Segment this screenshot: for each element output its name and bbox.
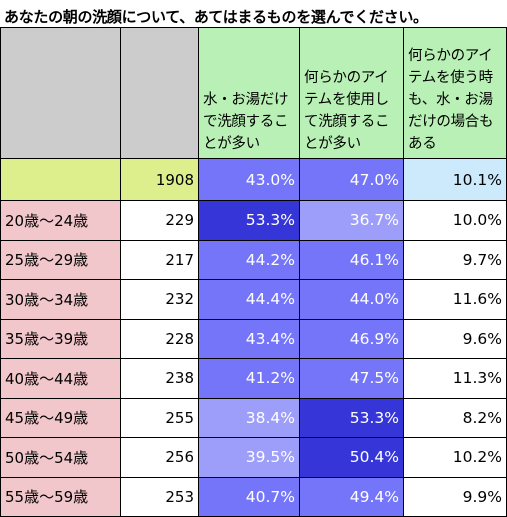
row-water: 39.5% (198, 437, 300, 478)
row-n: 217 (120, 239, 199, 280)
table-row: 35歳〜39歳 228 43.4% 46.9% 9.6% (0, 318, 507, 359)
row-label: 50歳〜54歳 (0, 437, 121, 478)
header-item-use: 何らかのアイテムを使用して洗顔することが多い (299, 27, 404, 159)
row-n: 255 (120, 397, 199, 438)
row-water: 40.7% (198, 476, 300, 517)
header-blank-n (120, 27, 199, 159)
total-both: 10.1% (403, 158, 507, 201)
row-both: 8.2% (403, 397, 507, 438)
survey-table: 水・お湯だけで洗顔することが多い 何らかのアイテムを使用して洗顔することが多い … (0, 27, 507, 517)
row-item: 44.0% (299, 279, 404, 320)
row-both: 10.0% (403, 200, 507, 241)
row-item: 47.5% (299, 358, 404, 399)
table-row: 50歳〜54歳 256 39.5% 50.4% 10.2% (0, 437, 507, 478)
row-water: 38.4% (198, 397, 300, 438)
header-row: 水・お湯だけで洗顔することが多い 何らかのアイテムを使用して洗顔することが多い … (0, 27, 507, 159)
row-item: 49.4% (299, 476, 404, 517)
row-n: 238 (120, 358, 199, 399)
total-item: 47.0% (299, 158, 404, 201)
row-label: 55歳〜59歳 (0, 476, 121, 517)
row-label: 20歳〜24歳 (0, 200, 121, 241)
row-n: 229 (120, 200, 199, 241)
row-water: 53.3% (198, 200, 300, 241)
row-label: 35歳〜39歳 (0, 318, 121, 359)
header-both: 何らかのアイテムを使う時も、水・お湯だけの場合もある (403, 27, 507, 159)
row-label: 40歳〜44歳 (0, 358, 121, 399)
row-n: 232 (120, 279, 199, 320)
row-item: 53.3% (299, 397, 404, 438)
table-row: 40歳〜44歳 238 41.2% 47.5% 11.3% (0, 358, 507, 399)
row-item: 46.9% (299, 318, 404, 359)
row-label: 45歳〜49歳 (0, 397, 121, 438)
row-n: 253 (120, 476, 199, 517)
row-both: 10.2% (403, 437, 507, 478)
table-row: 25歳〜29歳 217 44.2% 46.1% 9.7% (0, 239, 507, 280)
row-label: 25歳〜29歳 (0, 239, 121, 280)
row-both: 9.7% (403, 239, 507, 280)
total-row: 1908 43.0% 47.0% 10.1% (0, 158, 507, 201)
table-row: 55歳〜59歳 253 40.7% 49.4% 9.9% (0, 476, 507, 517)
table-row: 20歳〜24歳 229 53.3% 36.7% 10.0% (0, 200, 507, 241)
row-water: 43.4% (198, 318, 300, 359)
row-label: 30歳〜34歳 (0, 279, 121, 320)
row-both: 11.6% (403, 279, 507, 320)
row-n: 228 (120, 318, 199, 359)
row-water: 41.2% (198, 358, 300, 399)
page-title: あなたの朝の洗顔について、あてはまるものを選んでください。 (4, 8, 428, 26)
row-water: 44.2% (198, 239, 300, 280)
row-water: 44.4% (198, 279, 300, 320)
row-both: 11.3% (403, 358, 507, 399)
row-n: 256 (120, 437, 199, 478)
header-blank-label (0, 27, 121, 159)
total-n: 1908 (120, 158, 199, 201)
row-item: 36.7% (299, 200, 404, 241)
row-item: 50.4% (299, 437, 404, 478)
row-both: 9.9% (403, 476, 507, 517)
table-row: 30歳〜34歳 232 44.4% 44.0% 11.6% (0, 279, 507, 320)
total-label (0, 158, 121, 201)
header-water-only: 水・お湯だけで洗顔することが多い (198, 27, 300, 159)
row-item: 46.1% (299, 239, 404, 280)
row-both: 9.6% (403, 318, 507, 359)
total-water: 43.0% (198, 158, 300, 201)
table-row: 45歳〜49歳 255 38.4% 53.3% 8.2% (0, 397, 507, 438)
